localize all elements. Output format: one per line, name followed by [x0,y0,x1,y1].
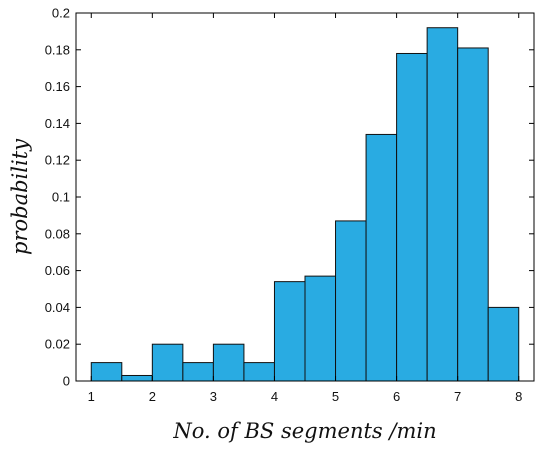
histogram-bar-1 [90,362,123,382]
histogram-bar-8 [304,275,337,382]
x-tick-label-2: 2 [149,389,156,404]
histogram-bar-11 [396,52,428,382]
histogram-bar-14 [487,306,520,382]
histogram-bar-4 [182,362,214,382]
ticks-layer: 1 2 3 4 5 6 7 8 0 0.02 0.04 0.06 0.08 0.1 0.12 0.14 0.16… [45,6,534,404]
y-tick-label-0_1: 0.1 [52,190,70,205]
x-tick-label-3: 3 [210,389,217,404]
histogram-bar-7 [273,281,306,382]
y-tick-label-0_08: 0.08 [45,226,70,241]
x-tick-label-4: 4 [271,389,278,404]
histogram-bar-13 [457,47,489,382]
y-tick-label-0: 0 [63,374,70,389]
y-axis-title: probability [8,138,32,255]
histogram-bar-5 [212,343,245,382]
histogram-bar-9 [335,220,367,382]
x-tick-label-8: 8 [515,389,522,404]
y-tick-label-0_2: 0.2 [52,6,70,21]
histogram-bar-6 [243,362,275,382]
y-tick-label-0_18: 0.18 [45,42,70,57]
y-tick-label-0_06: 0.06 [45,263,70,278]
y-tick-label-0_16: 0.16 [45,79,70,94]
histogram-bar-3 [151,343,184,382]
x-tick-label-6: 6 [393,389,400,404]
histogram-bar-10 [365,133,398,382]
y-tick-label-0_02: 0.02 [45,337,70,352]
x-tick-label-7: 7 [454,389,461,404]
y-tick-label-0_12: 0.12 [45,153,70,168]
histogram-bar-2 [121,374,153,382]
y-tick-label-0_04: 0.04 [45,300,70,315]
x-axis-title: No. of BS segments /min [172,419,436,443]
x-tick-label-5: 5 [332,389,339,404]
bars-layer [90,27,520,382]
y-tick-label-0_14: 0.14 [45,116,70,131]
x-tick-label-1: 1 [88,389,95,404]
histogram-bar-12 [426,27,459,382]
